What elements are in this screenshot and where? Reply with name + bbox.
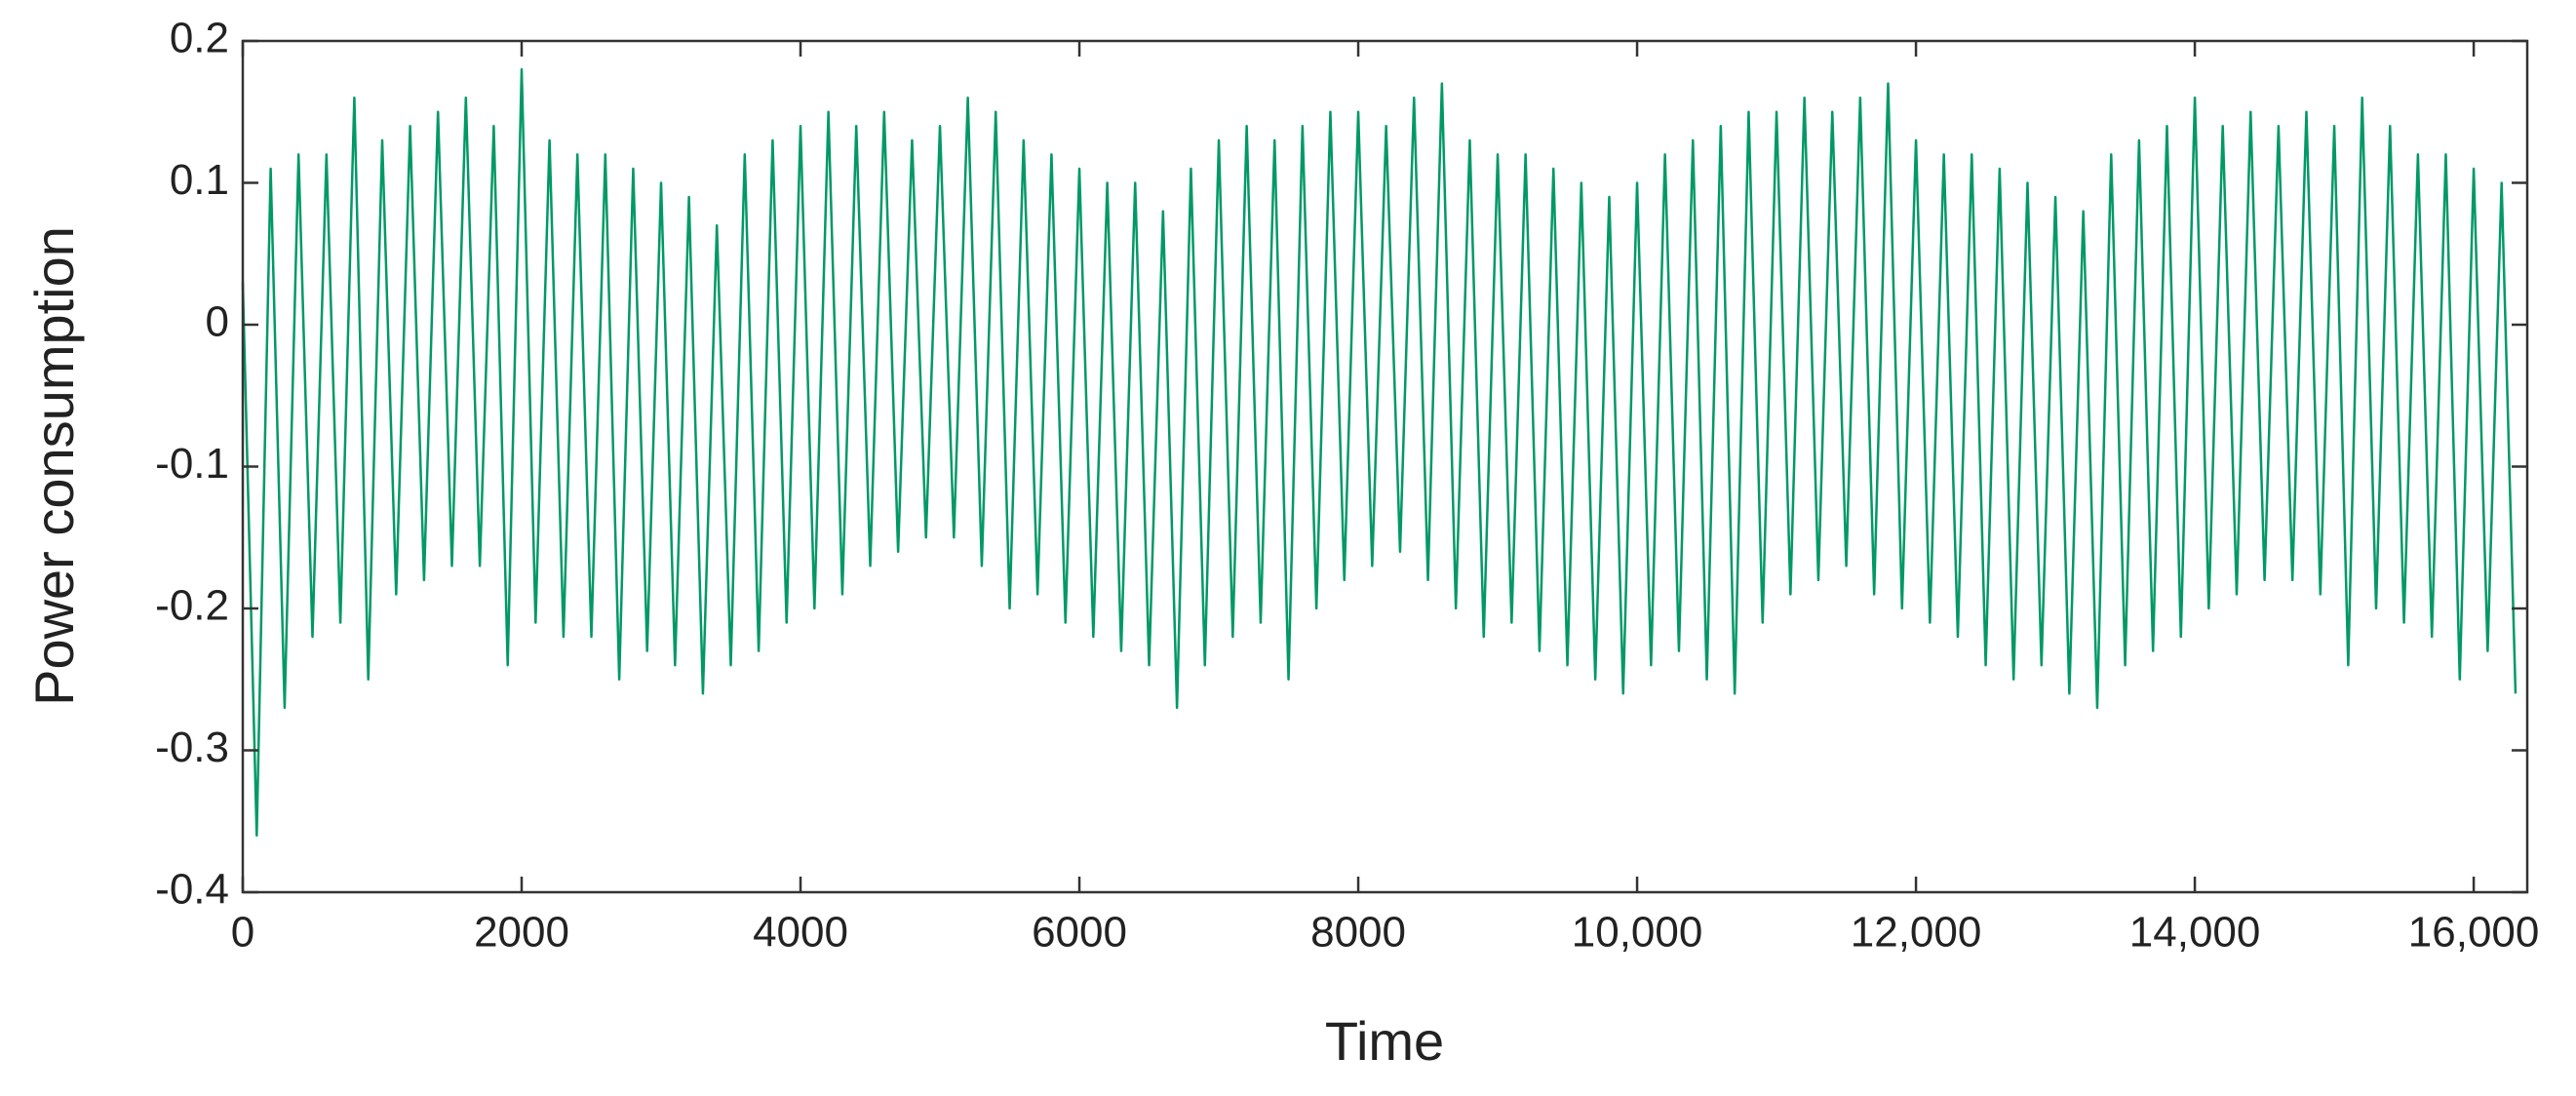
y-tick-label: -0.2 <box>155 582 229 630</box>
x-tick-label: 12,000 <box>1851 909 1982 957</box>
x-axis-label: Time <box>1325 1010 1444 1072</box>
data-line <box>241 67 2517 838</box>
x-tick-label: 2000 <box>474 909 569 957</box>
y-tick-label: -0.1 <box>155 440 229 488</box>
y-tick-label: -0.4 <box>155 866 229 914</box>
x-tick-label: 16,000 <box>2408 909 2540 957</box>
y-axis-label: Power consumption <box>23 226 85 706</box>
x-tick-label: 4000 <box>753 909 848 957</box>
y-tick-label: -0.3 <box>155 724 229 771</box>
y-tick-label: 0 <box>206 298 229 346</box>
y-tick-label: 0.2 <box>170 15 229 62</box>
y-tick-label: 0.1 <box>170 156 229 204</box>
x-tick-label: 0 <box>231 909 254 957</box>
x-tick-label: 8000 <box>1310 909 1406 957</box>
x-tick-label: 6000 <box>1032 909 1127 957</box>
x-tick-label: 14,000 <box>2129 909 2261 957</box>
x-tick-label: 10,000 <box>1572 909 1703 957</box>
